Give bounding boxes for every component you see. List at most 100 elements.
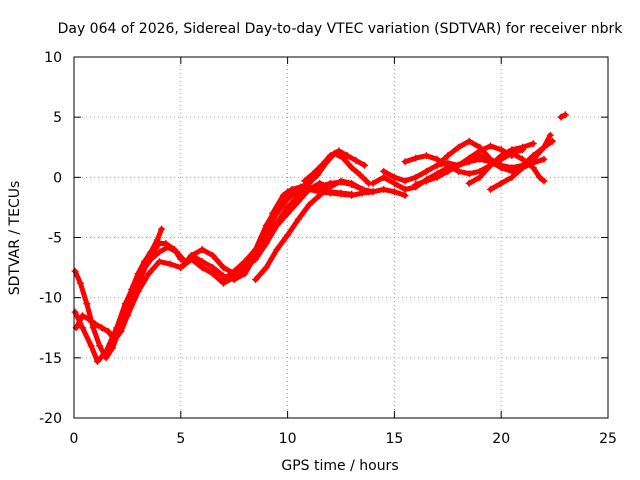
data-point <box>134 288 142 296</box>
data-point <box>380 167 388 175</box>
data-point <box>369 179 377 187</box>
data-point <box>117 327 125 335</box>
data-point <box>465 170 473 178</box>
data-point <box>269 209 277 217</box>
data-point <box>252 255 260 263</box>
data-point <box>305 201 313 209</box>
chart-title: Day 064 of 2026, Sidereal Day-to-day VTE… <box>58 21 624 37</box>
y-tick-label: -20 <box>39 411 62 427</box>
data-point <box>326 183 334 191</box>
data-point <box>390 188 398 196</box>
series-trace <box>72 244 188 364</box>
series-trace <box>270 150 372 216</box>
data-point <box>284 203 292 211</box>
data-point <box>143 260 151 268</box>
data-point <box>380 173 388 181</box>
series-6 <box>187 179 334 278</box>
data-point <box>546 131 554 139</box>
data-point <box>454 161 462 169</box>
x-tick-label: 20 <box>492 431 510 447</box>
data-point <box>93 357 101 365</box>
data-point <box>294 215 302 223</box>
series-10 <box>301 147 368 185</box>
data-point <box>187 252 195 260</box>
data-point <box>166 260 174 268</box>
data-point <box>401 185 409 193</box>
data-point <box>343 152 351 160</box>
data-point <box>519 143 527 151</box>
data-point <box>487 161 495 169</box>
data-point <box>87 342 95 350</box>
data-point <box>145 270 153 278</box>
data-point <box>412 181 420 189</box>
data-point <box>91 320 99 328</box>
data-point <box>360 161 368 169</box>
data-point <box>102 348 110 356</box>
data-point <box>444 167 452 175</box>
x-tick-label: 10 <box>279 431 297 447</box>
data-point <box>352 156 360 164</box>
data-point <box>529 164 537 172</box>
data-point <box>149 248 157 256</box>
data-point <box>422 167 430 175</box>
data-point <box>309 170 317 178</box>
data-point <box>356 171 364 179</box>
series-16 <box>465 140 537 187</box>
data-point <box>529 155 537 163</box>
data-point <box>497 179 505 187</box>
data-point <box>497 146 505 154</box>
data-point <box>422 152 430 160</box>
data-point <box>83 300 91 308</box>
data-point <box>487 155 495 163</box>
data-point <box>301 177 309 185</box>
data-point <box>113 324 121 332</box>
data-point <box>422 177 430 185</box>
data-point <box>454 167 462 175</box>
data-point <box>508 164 516 172</box>
y-tick-label: 0 <box>53 170 62 186</box>
data-point <box>279 191 287 199</box>
data-point <box>104 327 112 335</box>
data-point <box>401 158 409 166</box>
y-tick-label: 5 <box>53 110 62 126</box>
data-point <box>561 111 569 119</box>
data-point <box>121 300 129 308</box>
data-point <box>209 270 217 278</box>
data-point <box>326 152 334 160</box>
x-tick-label: 0 <box>70 431 79 447</box>
data-point <box>296 183 304 191</box>
data-point <box>288 185 296 193</box>
data-point <box>230 267 238 275</box>
data-point <box>497 164 505 172</box>
data-point <box>111 336 119 344</box>
data-point <box>548 137 556 145</box>
data-point <box>198 264 206 272</box>
data-point <box>508 173 516 181</box>
data-point <box>348 179 356 187</box>
data-point <box>433 161 441 169</box>
data-point <box>284 231 292 239</box>
data-point <box>433 173 441 181</box>
data-point <box>294 191 302 199</box>
data-point <box>305 185 313 193</box>
data-point <box>497 152 505 160</box>
data-point <box>262 264 270 272</box>
data-point <box>380 185 388 193</box>
y-tick-label: -15 <box>39 351 62 367</box>
data-point <box>519 164 527 172</box>
series-19 <box>557 111 569 121</box>
data-point <box>123 312 131 320</box>
data-point <box>155 240 163 248</box>
data-point <box>337 177 345 185</box>
data-point <box>262 221 270 229</box>
data-point <box>412 154 420 162</box>
data-point <box>454 143 462 151</box>
series-trace <box>189 180 333 277</box>
data-point <box>529 140 537 148</box>
data-point <box>318 161 326 169</box>
data-point <box>155 248 163 256</box>
x-tick-label: 5 <box>176 431 185 447</box>
series-1 <box>71 225 166 362</box>
data-point <box>158 225 166 233</box>
